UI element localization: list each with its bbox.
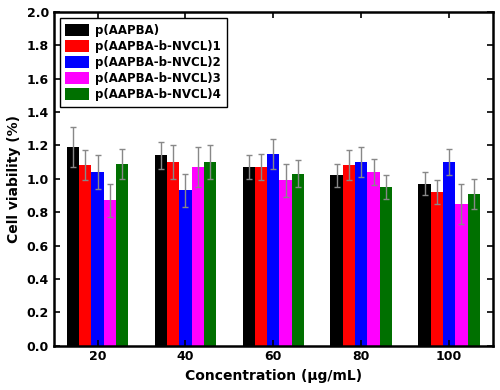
Bar	[167, 162, 179, 346]
Bar	[267, 154, 280, 346]
Bar	[456, 204, 468, 346]
Bar	[92, 172, 104, 346]
Bar	[255, 167, 267, 346]
Bar	[79, 165, 92, 346]
Bar	[180, 190, 192, 346]
Bar	[468, 194, 480, 346]
Bar	[368, 172, 380, 346]
Bar	[204, 162, 216, 346]
Y-axis label: Cell viability (%): Cell viability (%)	[7, 115, 21, 243]
Bar	[330, 176, 343, 346]
X-axis label: Concentration (μg/mL): Concentration (μg/mL)	[185, 369, 362, 383]
Bar	[292, 174, 304, 346]
Bar	[280, 181, 292, 346]
Bar	[154, 156, 167, 346]
Bar	[67, 147, 79, 346]
Bar	[104, 200, 116, 346]
Legend: p(AAPBA), p(AAPBA-b-NVCL)1, p(AAPBA-b-NVCL)2, p(AAPBA-b-NVCL)3, p(AAPBA-b-NVCL)4: p(AAPBA), p(AAPBA-b-NVCL)1, p(AAPBA-b-NV…	[60, 18, 226, 106]
Bar	[443, 162, 456, 346]
Bar	[430, 192, 443, 346]
Bar	[192, 167, 204, 346]
Bar	[380, 187, 392, 346]
Bar	[355, 162, 368, 346]
Bar	[116, 164, 128, 346]
Bar	[242, 167, 255, 346]
Bar	[418, 184, 430, 346]
Bar	[343, 165, 355, 346]
